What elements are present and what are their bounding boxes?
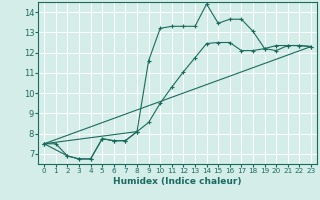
X-axis label: Humidex (Indice chaleur): Humidex (Indice chaleur): [113, 177, 242, 186]
